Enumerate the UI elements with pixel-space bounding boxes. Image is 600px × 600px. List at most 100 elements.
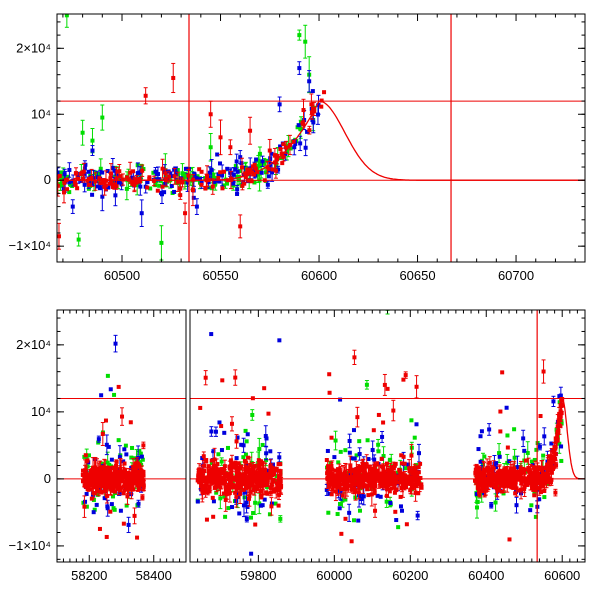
data-point (88, 481, 93, 486)
data-point (557, 394, 562, 399)
data-point (128, 472, 133, 477)
data-point (235, 169, 240, 174)
data-point (235, 481, 240, 486)
data-point (155, 188, 160, 193)
data-point (168, 171, 173, 176)
data-point (252, 477, 257, 496)
data-point (135, 461, 140, 466)
data-point (243, 428, 248, 433)
data-point (414, 483, 419, 488)
data-point (392, 485, 397, 490)
data-point (559, 444, 564, 449)
data-point (124, 452, 129, 457)
data-point (259, 170, 264, 175)
data-point (141, 441, 146, 450)
data-point (287, 134, 292, 156)
data-point (116, 384, 121, 389)
data-point (196, 468, 201, 483)
data-point (163, 181, 168, 186)
data-point (210, 178, 215, 195)
data-point (391, 399, 396, 422)
data-point (244, 439, 249, 444)
data-point (83, 162, 88, 167)
data-point (401, 377, 406, 382)
data-point (105, 373, 110, 378)
data-point (524, 482, 529, 487)
data-point (522, 470, 527, 475)
data-point (484, 467, 489, 472)
data-point (539, 479, 544, 484)
data-point (113, 489, 118, 494)
data-point-outlier (297, 29, 302, 41)
data-point (474, 492, 479, 497)
data-point (366, 493, 371, 498)
data-point (487, 423, 492, 436)
data-point (556, 418, 561, 423)
data-point (145, 185, 150, 190)
data-point (337, 506, 342, 511)
data-point (498, 483, 503, 488)
data-point (80, 170, 85, 175)
data-point (502, 481, 507, 486)
data-point (254, 157, 259, 162)
data-point (552, 445, 557, 450)
data-point (488, 468, 493, 473)
data-point (352, 349, 357, 366)
data-point (331, 478, 336, 483)
plot-area-segment-1 (57, 334, 186, 540)
data-point (394, 487, 399, 492)
data-point (521, 466, 526, 471)
data-point (241, 493, 246, 518)
data-point (252, 464, 257, 469)
data-point (319, 98, 324, 103)
data-point (559, 421, 564, 426)
data-point (347, 483, 352, 488)
data-point (497, 443, 502, 464)
data-point (356, 518, 361, 523)
data-point (339, 531, 344, 536)
data-point (86, 169, 91, 174)
data-point (404, 478, 409, 483)
data-point (399, 486, 404, 491)
plot-area-segment-2 (190, 310, 585, 562)
data-point (223, 514, 228, 519)
data-point (96, 435, 101, 443)
data-point (515, 469, 520, 474)
data-point (110, 183, 115, 188)
data-point (411, 482, 416, 487)
data-point (477, 484, 482, 498)
y-tick-label: 2×10⁴ (16, 337, 51, 352)
data-point (97, 176, 102, 181)
data-point (239, 442, 244, 447)
data-point (490, 471, 495, 476)
data-point (260, 482, 265, 487)
data-point (129, 455, 134, 460)
data-point (380, 474, 385, 479)
data-point (222, 494, 227, 499)
data-point (504, 469, 509, 474)
data-point (75, 174, 80, 179)
data-point (130, 481, 135, 486)
data-point (281, 142, 286, 147)
data-point (88, 469, 93, 474)
data-point (260, 442, 265, 447)
data-point (338, 449, 343, 454)
data-point (220, 164, 225, 187)
data-point (247, 480, 252, 485)
data-point (228, 458, 233, 463)
data-point (112, 480, 117, 485)
data-point (264, 482, 269, 487)
data-point (374, 469, 379, 474)
data-point (199, 484, 204, 489)
data-point (252, 180, 257, 185)
data-point (398, 494, 403, 499)
data-point (223, 484, 228, 489)
data-point (396, 480, 401, 485)
data-point (507, 537, 512, 542)
data-point (209, 461, 214, 466)
data-point-outlier (100, 104, 105, 131)
data-point (249, 551, 254, 556)
data-point (363, 474, 368, 479)
data-point (121, 491, 126, 496)
data-point (401, 475, 406, 480)
